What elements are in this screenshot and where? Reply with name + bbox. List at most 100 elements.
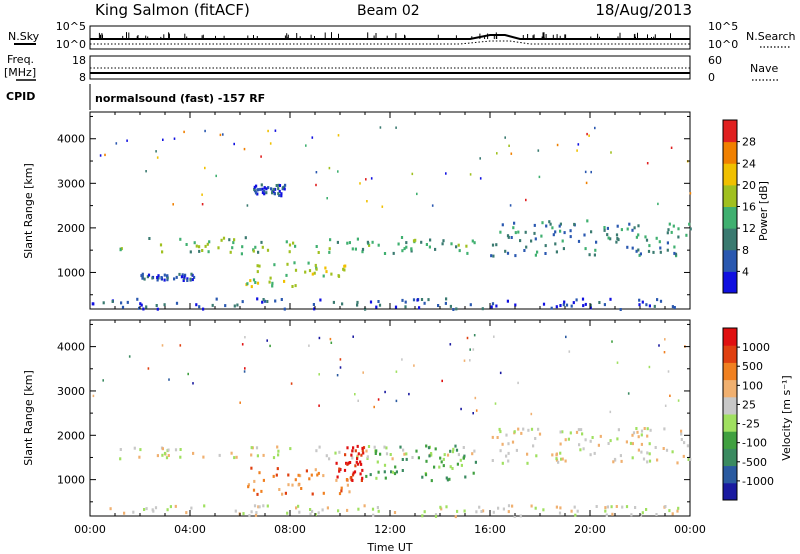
echo-cell <box>371 240 374 244</box>
echo-cell <box>442 457 445 461</box>
echo-cell <box>337 509 340 513</box>
echo-cell <box>356 457 359 461</box>
echo-cell <box>156 156 159 159</box>
echo-cell <box>405 241 408 245</box>
echo-cell <box>530 412 533 416</box>
echo-cell <box>259 187 262 191</box>
echo-cell <box>355 460 358 464</box>
echo-cell <box>572 301 575 305</box>
echo-cell <box>375 305 378 309</box>
echo-cell <box>191 278 194 282</box>
echo-cell <box>217 246 220 250</box>
echo-cell <box>636 430 639 434</box>
echo-cell <box>658 240 661 244</box>
echo-cell <box>536 250 539 254</box>
echo-cell <box>351 479 354 482</box>
echo-cell <box>637 448 640 452</box>
echo-cell <box>631 246 634 250</box>
echo-cell <box>668 509 671 513</box>
colorbar-swatch <box>723 206 737 229</box>
echo-cell <box>534 253 537 257</box>
echo-cell <box>260 489 263 493</box>
echo-cell <box>281 492 284 496</box>
echo-cell <box>561 239 564 243</box>
y-tick-label: 4000 <box>57 341 85 354</box>
echo-cell <box>416 192 418 196</box>
echo-cell <box>269 276 272 280</box>
echo-cell <box>677 399 680 402</box>
echo-cell <box>399 445 402 449</box>
echo-cell <box>156 278 159 282</box>
echo-cell <box>626 227 629 231</box>
echo-cell <box>644 235 647 239</box>
echo-cell <box>377 243 380 247</box>
echo-cell <box>319 298 322 302</box>
echo-cell <box>244 336 246 339</box>
echo-cell <box>421 475 424 479</box>
echo-cell <box>630 513 633 517</box>
echo-cell <box>511 504 514 508</box>
echo-cell <box>646 427 649 431</box>
echo-cell <box>680 432 683 436</box>
echo-cell <box>620 459 623 463</box>
echo-cell <box>405 457 408 461</box>
echo-cell <box>445 505 448 509</box>
echo-cell <box>613 457 617 461</box>
echo-cell <box>559 430 562 434</box>
echo-cell <box>190 506 193 510</box>
echo-cell <box>514 303 517 307</box>
echo-cell <box>191 273 194 277</box>
echo-cell <box>340 489 343 493</box>
echo-cell <box>428 245 431 249</box>
echo-cell <box>577 239 581 243</box>
echo-cell <box>428 454 431 458</box>
echo-cell <box>638 298 641 302</box>
echo-cell <box>346 446 349 450</box>
echo-cell <box>395 470 398 474</box>
echo-cell <box>102 379 104 382</box>
nsearch-label: N.Search <box>746 30 796 43</box>
echo-cell <box>509 204 512 207</box>
echo-cell <box>336 240 339 244</box>
echo-cell <box>161 447 164 451</box>
echo-cell <box>534 437 537 440</box>
echo-cell <box>336 475 339 479</box>
echo-cell <box>204 129 206 133</box>
echo-cell <box>603 303 606 307</box>
echo-cell <box>450 242 453 246</box>
colorbar-swatch <box>723 345 737 363</box>
echo-cell <box>376 460 379 464</box>
echo-cell <box>669 394 671 397</box>
echo-cell <box>252 278 256 282</box>
y-tick-label: 3000 <box>57 385 85 398</box>
echo-cell <box>360 462 363 466</box>
echo-cell <box>573 222 576 226</box>
echo-cell <box>266 248 270 252</box>
x-tick-label: 16:00 <box>474 523 506 536</box>
echo-cell <box>220 238 223 242</box>
echo-cell <box>475 409 478 412</box>
echo-cell <box>491 435 494 439</box>
echo-cell <box>473 241 476 245</box>
echo-cell <box>286 511 289 515</box>
echo-cell <box>491 243 495 247</box>
echo-cell <box>361 449 364 453</box>
echo-cell <box>184 273 187 277</box>
echo-cell <box>631 456 634 460</box>
echo-cell <box>243 370 246 373</box>
colorbar-tick-label: 28 <box>742 136 756 149</box>
echo-cell <box>198 245 201 249</box>
echo-cell <box>505 454 508 458</box>
nsky-spikes <box>98 32 671 39</box>
echo-cell <box>680 429 683 433</box>
echo-cell <box>445 172 447 175</box>
x-tick-label: 04:00 <box>174 523 206 536</box>
echo-cell <box>559 304 562 307</box>
y-tick-label: 3000 <box>57 177 85 190</box>
echo-cell <box>632 431 636 435</box>
echo-cell <box>267 129 269 133</box>
echo-cell <box>389 453 392 456</box>
echo-cell <box>145 170 147 173</box>
echo-cell <box>604 509 607 513</box>
echo-cell <box>452 308 455 311</box>
